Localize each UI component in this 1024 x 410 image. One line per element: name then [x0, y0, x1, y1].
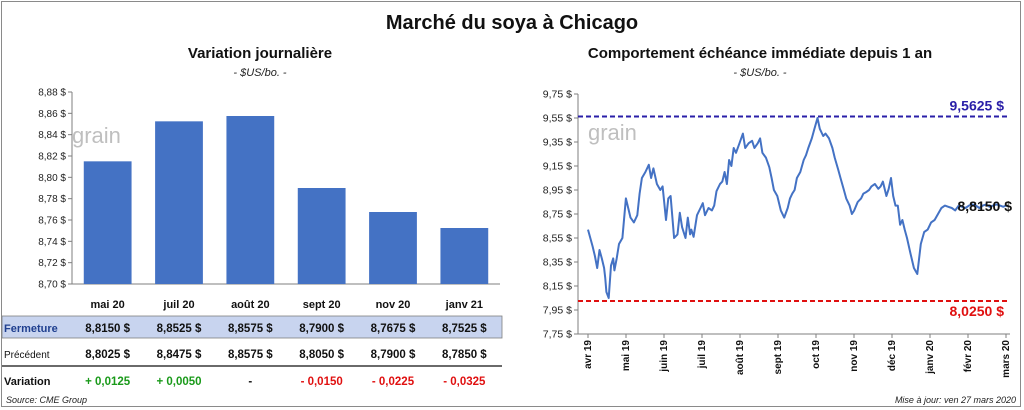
- line-series: 8,8150 $: [587, 117, 1013, 299]
- left-chart-subtitle: - $US/bo. -: [233, 67, 287, 79]
- table-cell: 8,8050 $: [299, 349, 344, 361]
- table-row-label: Fermeture: [4, 323, 58, 335]
- line-x-tick-label: avr 19: [583, 340, 594, 369]
- line-x-tick-label: janv 20: [925, 340, 936, 375]
- bar-y-tick-label: 8,86 $: [38, 109, 66, 120]
- line-x-tick-label: déc 19: [887, 340, 898, 372]
- line-x-tick-label: nov 19: [849, 340, 860, 372]
- left-chart-title: Variation journalière: [187, 45, 333, 62]
- bar-y-tick-label: 8,70 $: [38, 280, 66, 291]
- watermark: grain: [588, 120, 637, 145]
- bar-x-tick-label: sept 20: [303, 299, 341, 311]
- update-note: Mise à jour: ven 27 mars 2020: [894, 395, 1016, 405]
- line-x-tick-label: août 19: [735, 340, 746, 375]
- table-cell: 8,7900 $: [371, 349, 416, 361]
- reference-line-label: 8,0250 $: [950, 303, 1005, 319]
- bar-y-tick-label: 8,84 $: [38, 130, 66, 141]
- line-y-tick-label: 8,15 $: [543, 281, 572, 293]
- line-x-tick-label: févr 20: [963, 340, 974, 373]
- bar-x-tick-label: mai 20: [91, 299, 125, 311]
- reference-line-label: 9,5625 $: [950, 98, 1005, 114]
- line-y-tick-label: 8,95 $: [543, 185, 572, 197]
- line-y-tick-label: 9,75 $: [543, 89, 572, 101]
- bar: [297, 188, 346, 284]
- last-value-label: 8,8150 $: [958, 198, 1013, 214]
- table-cell: 8,8575 $: [228, 349, 273, 361]
- line-y-axis: 7,75 $ 7,95 $ 8,15 $ 8,35 $ 8,55 $ 8,75 $ 8,95…: [543, 89, 1010, 341]
- table-cell: - 0,0325: [443, 376, 486, 388]
- bar: [155, 121, 203, 284]
- table-cell: + 0,0050: [156, 376, 201, 388]
- bar-y-tick-label: 8,78 $: [38, 194, 66, 205]
- line-y-tick-label: 7,75 $: [543, 329, 572, 341]
- bar: [440, 228, 489, 284]
- data-table: Fermeture 8,8150 $ 8,8525 $ 8,8575 $ 8,7900 …: [1, 315, 503, 388]
- table-cell: 8,7675 $: [371, 323, 416, 335]
- line-y-tick-label: 8,35 $: [543, 257, 572, 269]
- line-y-tick-label: 9,55 $: [543, 113, 572, 125]
- table-cell: -: [248, 376, 252, 388]
- table-cell: 8,7525 $: [442, 323, 487, 335]
- table-row-label: Précédent: [4, 350, 50, 361]
- source-note: Source: CME Group: [6, 395, 88, 405]
- bar-y-tick-label: 8,82 $: [38, 152, 66, 163]
- bar-x-tick-label: août 20: [231, 299, 270, 311]
- line-x-tick-label: mars 20: [1001, 340, 1012, 378]
- right-chart-title: Comportement échéance immédiate depuis 1…: [587, 45, 933, 62]
- table-cell: + 0,0125: [85, 376, 131, 388]
- bar-y-tick-label: 8,80 $: [38, 173, 66, 184]
- table-cell: - 0,0150: [301, 376, 343, 388]
- bar: [83, 161, 132, 284]
- bar-y-axis: 8,70 $ 8,72 $ 8,74 $ 8,76 $ 8,78 $ 8,80 $ 8,82…: [38, 88, 500, 291]
- bar-y-tick-label: 8,76 $: [38, 216, 66, 227]
- table-cell: 8,8025 $: [85, 349, 130, 361]
- bar: [369, 212, 417, 284]
- line-y-tick-label: 7,95 $: [543, 305, 572, 317]
- line-x-tick-label: sept 19: [773, 340, 784, 375]
- bar-chart: grain 8,70 $ 8,72 $ 8,74 $ 8,76 $ 8,78 $ 8,80…: [1, 88, 503, 388]
- bar-x-axis: mai 20 juil 20 août 20 sept 20 nov 20 janv 21: [91, 299, 483, 311]
- series-line: [587, 117, 1009, 299]
- table-cell: 8,8475 $: [157, 349, 202, 361]
- right-chart-subtitle: - $US/bo. -: [733, 67, 787, 79]
- bar-x-tick-label: juil 20: [162, 299, 194, 311]
- page-title: Marché du soya à Chicago: [385, 12, 639, 34]
- bar-y-tick-label: 8,74 $: [38, 237, 66, 248]
- table-cell: 8,8150 $: [85, 323, 130, 335]
- line-y-tick-label: 8,75 $: [543, 209, 572, 221]
- line-x-tick-label: juil 19: [697, 340, 708, 370]
- line-y-tick-label: 9,15 $: [543, 161, 572, 173]
- bar-series: [83, 116, 489, 284]
- line-x-tick-label: mai 19: [621, 340, 632, 372]
- reference-lines: 9,5625 $ 8,0250 $: [578, 98, 1010, 319]
- line-x-tick-label: juin 19: [659, 340, 670, 373]
- table-cell: 8,7850 $: [442, 349, 487, 361]
- bar-y-tick-label: 8,72 $: [38, 258, 66, 269]
- table-row-highlight: [1, 315, 503, 339]
- table-cell: - 0,0225: [372, 376, 415, 388]
- line-x-tick-label: oct 19: [811, 340, 822, 369]
- line-y-tick-label: 8,55 $: [543, 233, 572, 245]
- line-x-axis: avr 19 mai 19 juin 19 juil 19 août 19 sept 19…: [583, 334, 1012, 378]
- bar-x-tick-label: janv 21: [445, 299, 483, 311]
- bar-x-tick-label: nov 20: [376, 299, 411, 311]
- table-cell: 8,8575 $: [228, 323, 273, 335]
- bar: [226, 116, 275, 284]
- bar-y-tick-label: 8,88 $: [38, 88, 66, 99]
- table-row-label: Variation: [4, 376, 51, 388]
- table-cell: 8,7900 $: [299, 323, 344, 335]
- watermark: grain: [72, 123, 121, 148]
- table-cell: 8,8525 $: [157, 323, 202, 335]
- line-y-tick-label: 9,35 $: [543, 137, 572, 149]
